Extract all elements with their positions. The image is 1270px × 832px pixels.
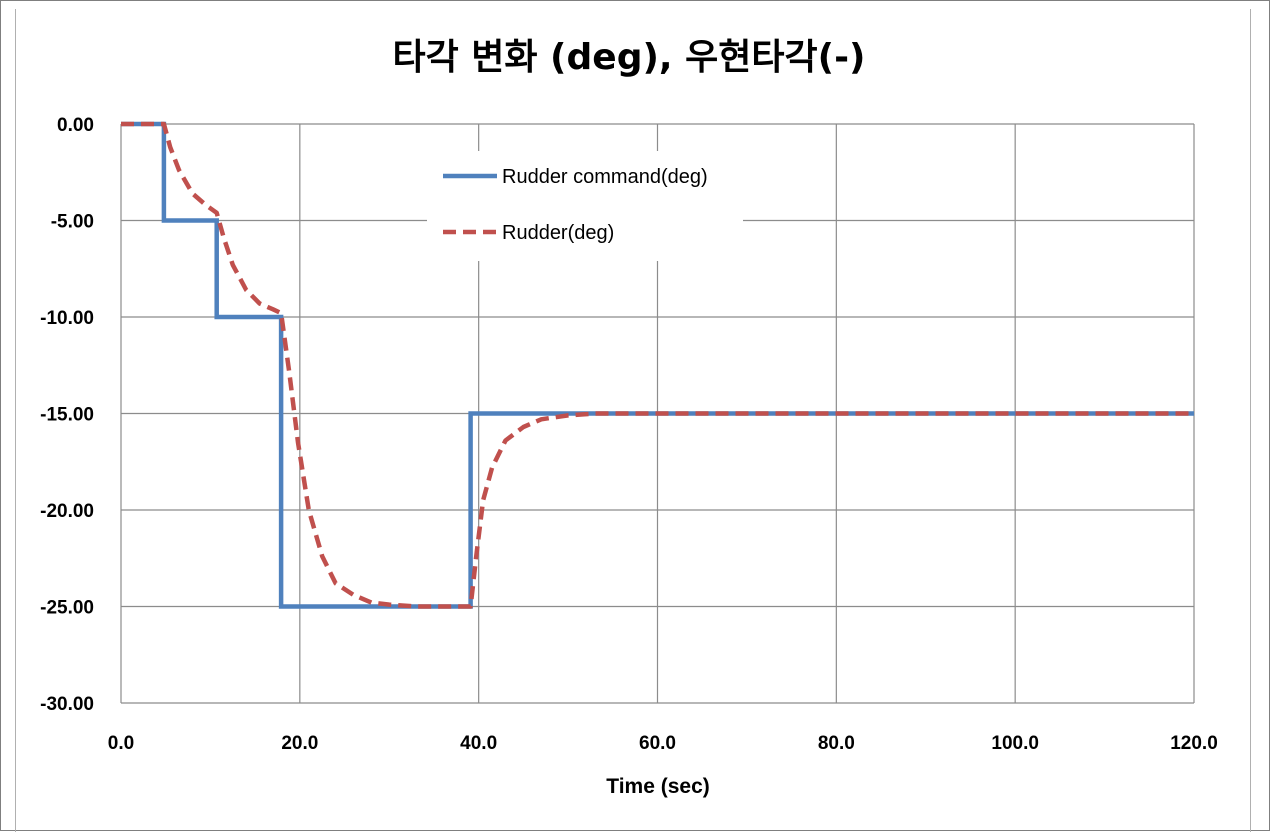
x-tick-label: 40.0: [460, 733, 497, 754]
legend-box: [427, 151, 743, 261]
x-tick-label: 120.0: [1170, 733, 1218, 754]
y-tick-label: -30.00: [40, 694, 94, 715]
y-tick-label: -10.00: [40, 308, 94, 329]
legend-label-rudder-command: Rudder command(deg): [502, 166, 708, 188]
y-tick-label: -25.00: [40, 598, 94, 619]
x-tick-label: 100.0: [991, 733, 1039, 754]
series-line-rudder: [121, 121, 1194, 609]
x-tick-label: 60.0: [639, 733, 676, 754]
y-tick-label: 0.00: [57, 115, 94, 136]
y-axis-ticks: 0.00 -5.00 -10.00 -15.00 -20.00 -25.00 -30.00: [40, 115, 94, 715]
x-axis-ticks: 0.0 20.0 40.0 60.0 80.0 100.0 120.0: [108, 733, 1218, 754]
legend-label-rudder: Rudder(deg): [502, 222, 614, 244]
x-tick-label: 0.0: [108, 733, 134, 754]
x-tick-label: 80.0: [818, 733, 855, 754]
chart-title: 타각 변화 (deg), 우현타각(-): [393, 37, 866, 78]
y-tick-label: -20.00: [40, 501, 94, 522]
y-tick-label: -15.00: [40, 405, 94, 426]
x-axis-label: Time (sec): [606, 775, 710, 798]
legend: Rudder command(deg) Rudder(deg): [427, 151, 743, 261]
y-tick-label: -5.00: [51, 212, 94, 233]
series-line-rudder-command: [121, 121, 1194, 609]
chart-area-border: [15, 9, 1251, 832]
x-tick-label: 20.0: [281, 733, 318, 754]
series-layer: [121, 121, 1194, 609]
